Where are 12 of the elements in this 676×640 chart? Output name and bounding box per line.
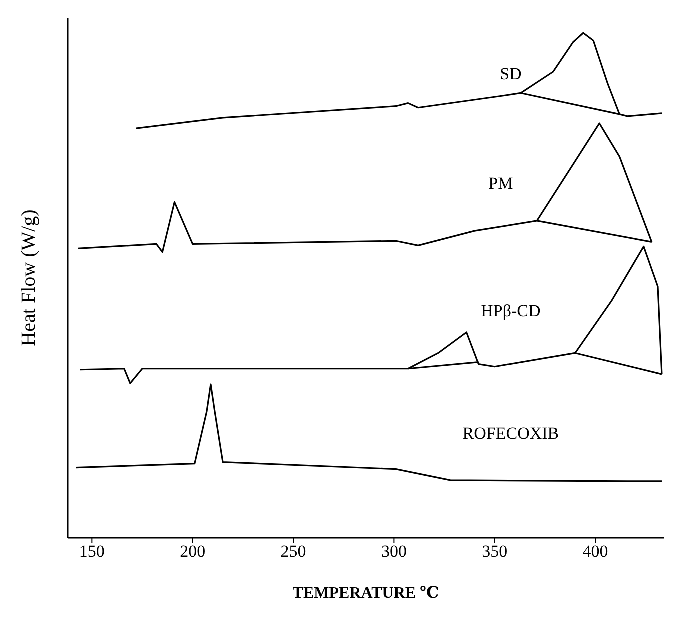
x-tick-label: 350 [482,542,508,562]
x-tick-label: 200 [180,542,206,562]
series-label: SD [500,64,522,84]
series-label: HPβ-CD [481,302,541,321]
series-label: PM [488,174,514,193]
x-axis-title: TEMPERATURE ℃ [292,585,440,602]
x-tick-label: 150 [79,542,105,562]
x-tick-label: 300 [381,542,407,562]
y-axis-title: Heat Flow (W/g) [18,210,40,346]
text: ROFECOXIB [462,424,560,444]
x-tick-label: 400 [582,542,608,562]
x-tick-label: 250 [280,542,306,562]
